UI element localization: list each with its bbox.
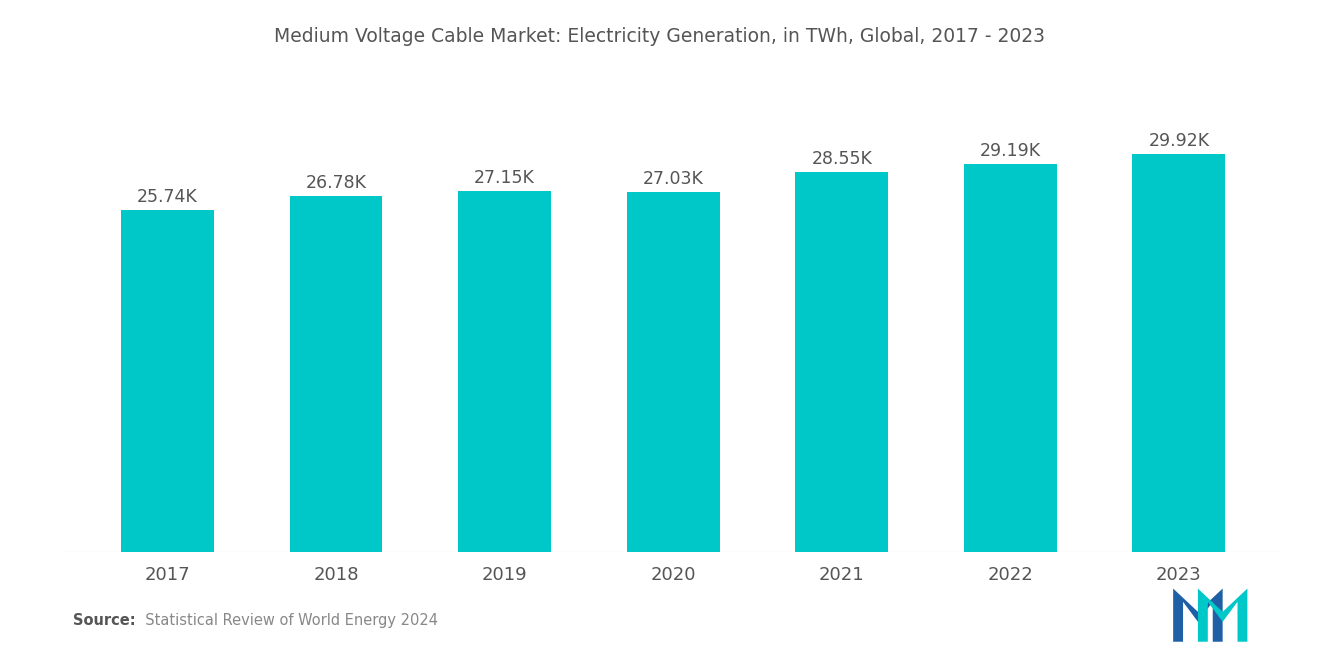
Text: 29.19K: 29.19K — [979, 142, 1041, 160]
Text: 27.03K: 27.03K — [643, 170, 704, 188]
Text: Statistical Review of World Energy 2024: Statistical Review of World Energy 2024 — [136, 613, 438, 628]
Text: 28.55K: 28.55K — [812, 150, 873, 168]
Bar — [964, 164, 1056, 552]
Bar — [290, 196, 383, 552]
Text: 27.15K: 27.15K — [474, 169, 535, 187]
Text: 29.92K: 29.92K — [1148, 132, 1209, 150]
Bar — [1133, 154, 1225, 552]
Bar — [796, 172, 888, 552]
Bar — [627, 192, 719, 552]
Bar — [121, 209, 214, 552]
Text: 26.78K: 26.78K — [306, 174, 367, 192]
Text: Medium Voltage Cable Market: Electricity Generation, in TWh, Global, 2017 - 2023: Medium Voltage Cable Market: Electricity… — [275, 27, 1045, 46]
Bar — [458, 191, 550, 552]
Text: Source:: Source: — [73, 613, 135, 628]
Text: 25.74K: 25.74K — [137, 188, 198, 205]
